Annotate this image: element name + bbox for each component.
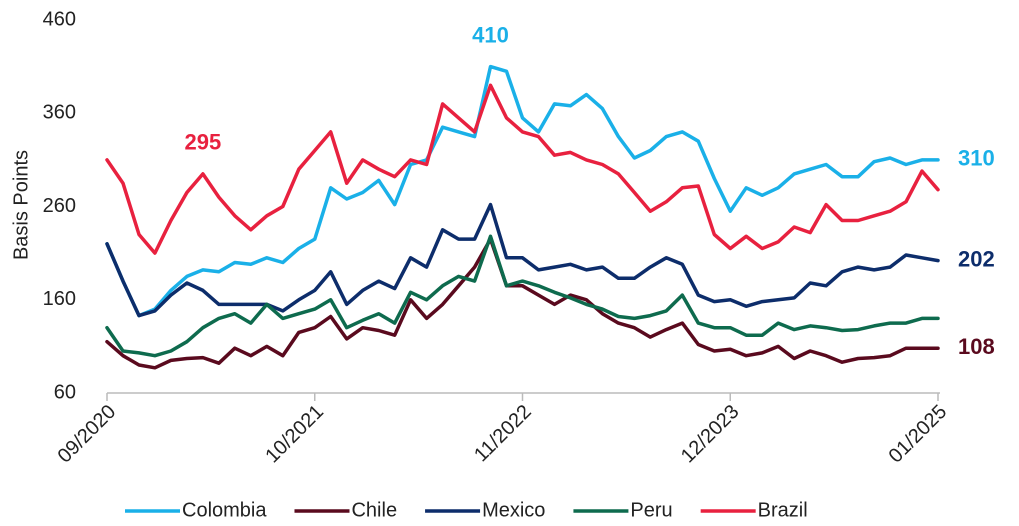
series-line bbox=[105, 234, 940, 358]
data-label: 410 bbox=[472, 22, 509, 47]
y-tick-label: 260 bbox=[43, 195, 76, 217]
data-label: 202 bbox=[958, 246, 995, 271]
y-tick-label: 360 bbox=[43, 102, 76, 124]
x-tick-label: 01/2025 bbox=[885, 401, 952, 468]
x-tick-label: 11/2022 bbox=[470, 401, 536, 467]
x-tick-label: 09/2020 bbox=[54, 401, 121, 468]
legend-label: Brazil bbox=[758, 499, 808, 521]
y-tick-label: 60 bbox=[54, 381, 76, 403]
legend-label: Chile bbox=[351, 499, 397, 521]
y-tick-label: 160 bbox=[43, 288, 76, 310]
data-label: 295 bbox=[185, 130, 222, 155]
y-axis-label: Basis Points bbox=[10, 150, 32, 260]
data-label: 310 bbox=[958, 146, 995, 171]
series-line bbox=[105, 64, 940, 318]
legend-label: Peru bbox=[630, 499, 672, 521]
legend-label: Colombia bbox=[182, 499, 267, 521]
legend-label: Mexico bbox=[482, 499, 545, 521]
x-tick-label: 12/2023 bbox=[677, 401, 744, 468]
series-line bbox=[105, 202, 940, 318]
series-line bbox=[105, 83, 940, 255]
y-tick-label: 460 bbox=[43, 8, 76, 30]
series-line bbox=[105, 237, 940, 370]
data-label: 108 bbox=[958, 334, 995, 359]
x-tick-label: 10/2021 bbox=[261, 401, 328, 468]
